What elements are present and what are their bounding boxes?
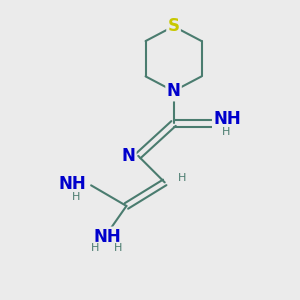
Text: N: N <box>167 82 181 100</box>
Text: H: H <box>72 191 80 202</box>
Text: S: S <box>168 17 180 35</box>
Text: H: H <box>222 127 231 137</box>
Text: NH: NH <box>213 110 241 128</box>
Text: NH: NH <box>93 228 121 246</box>
Text: H: H <box>178 173 186 183</box>
Text: NH: NH <box>59 175 87 193</box>
Text: H: H <box>114 243 122 253</box>
Text: N: N <box>122 147 135 165</box>
Text: H: H <box>91 243 100 253</box>
